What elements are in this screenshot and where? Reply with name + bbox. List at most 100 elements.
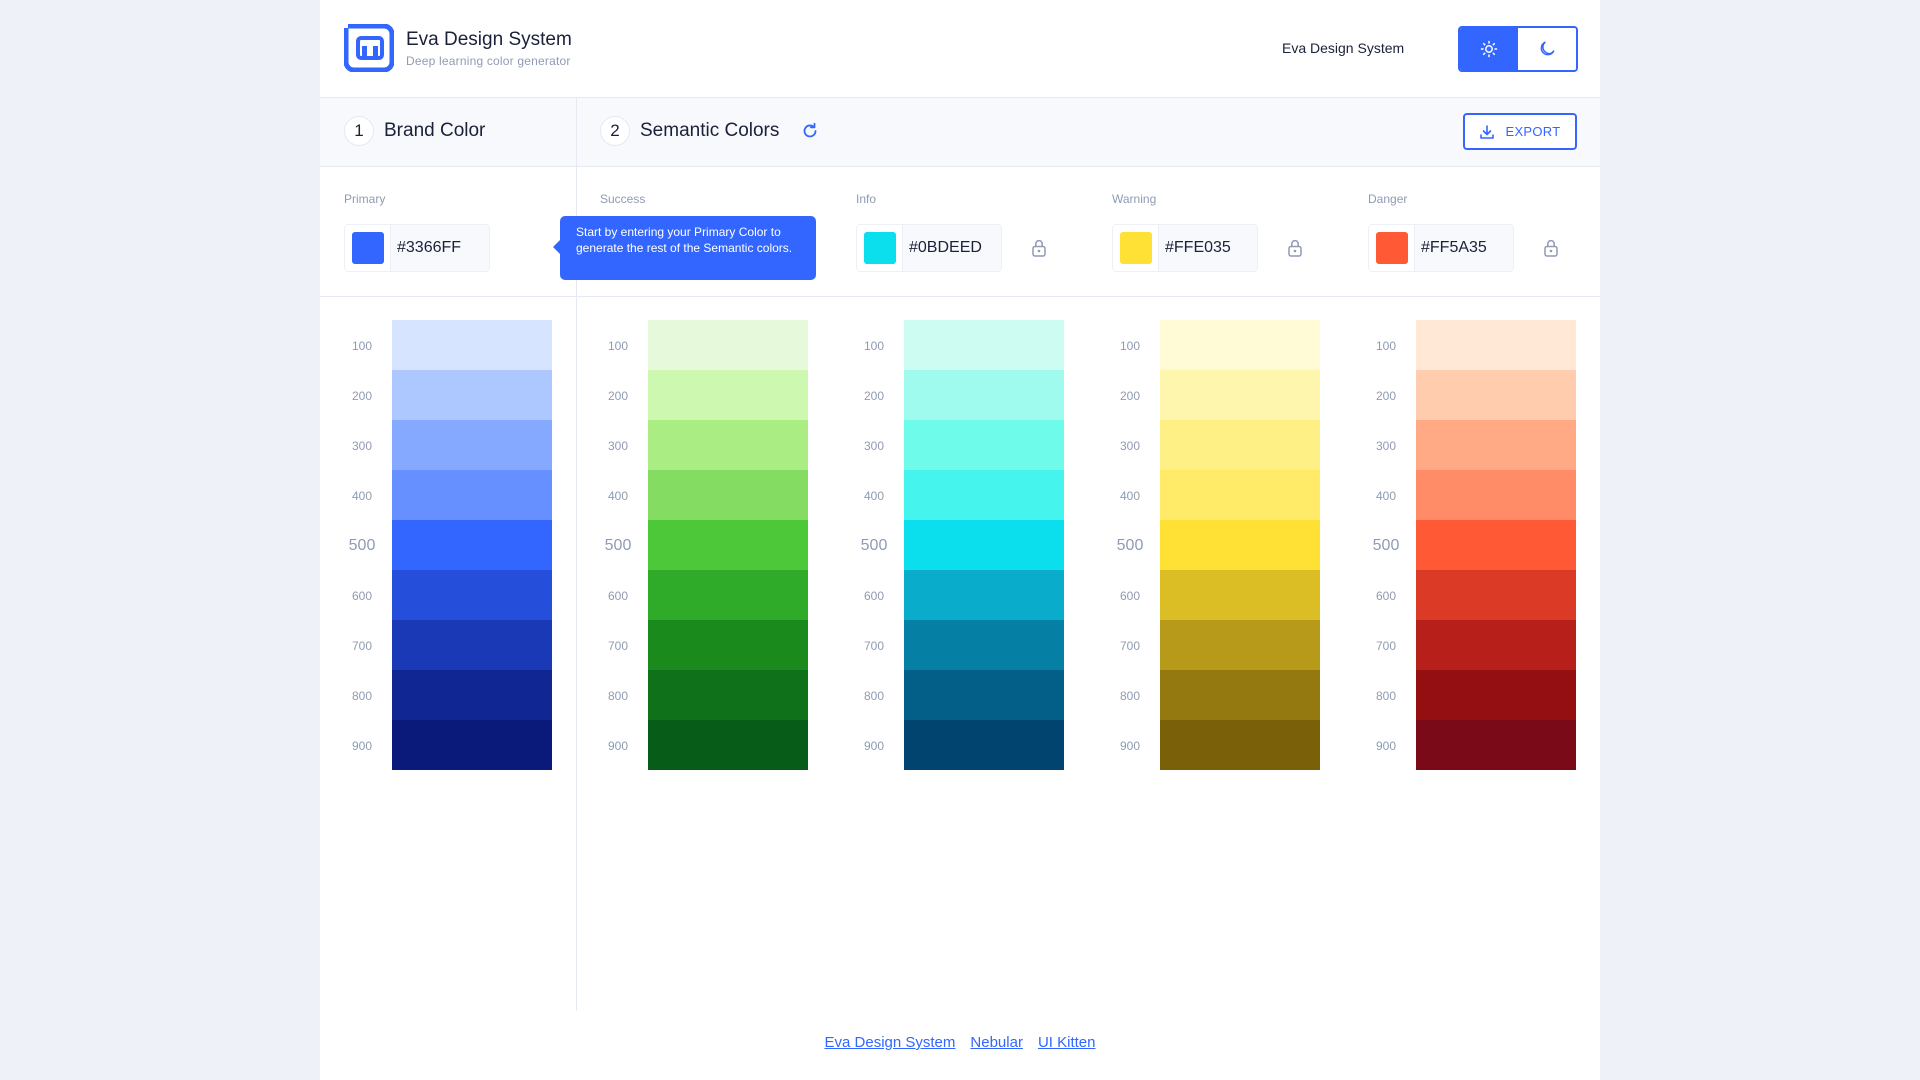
info-lock-icon[interactable] xyxy=(1030,238,1048,258)
shade-label: 800 xyxy=(1375,689,1397,703)
brand-subtitle: Deep learning color generator xyxy=(406,54,571,68)
brand-title: Eva Design System xyxy=(406,29,572,50)
primary-shade-600[interactable] xyxy=(392,570,552,620)
light-theme-button[interactable] xyxy=(1460,28,1518,70)
brand-color-step: 1 Brand Color xyxy=(344,116,485,146)
input-divider xyxy=(320,296,1600,297)
success-shade-400[interactable] xyxy=(648,470,808,520)
success-shade-900[interactable] xyxy=(648,720,808,770)
danger-color-swatch[interactable] xyxy=(1375,232,1408,264)
primary-shade-100[interactable] xyxy=(392,320,552,370)
warning-shade-900[interactable] xyxy=(1160,720,1320,770)
primary-shade-900[interactable] xyxy=(392,720,552,770)
success-shade-300[interactable] xyxy=(648,420,808,470)
shade-label: 100 xyxy=(607,339,629,353)
shade-label: 400 xyxy=(863,489,885,503)
shade-label: 500 xyxy=(1116,537,1144,554)
danger-shade-900[interactable] xyxy=(1416,720,1576,770)
section-title-brand: Brand Color xyxy=(384,120,486,141)
shade-label: 900 xyxy=(351,739,373,753)
info-shade-400[interactable] xyxy=(904,470,1064,520)
primary-shade-200[interactable] xyxy=(392,370,552,420)
info-shade-500[interactable] xyxy=(904,520,1064,570)
info-hex-value[interactable]: #0BDEED xyxy=(909,239,982,256)
warning-color-swatch[interactable] xyxy=(1119,232,1152,264)
footer-link-ui-kitten[interactable]: UI Kitten xyxy=(1037,1034,1096,1051)
primary-shade-300[interactable] xyxy=(392,420,552,470)
primary-hex-value[interactable]: #3366FF xyxy=(397,239,462,256)
danger-lock-icon[interactable] xyxy=(1542,238,1560,258)
info-color-input[interactable]: #0BDEED xyxy=(856,224,1002,272)
danger-shade-700[interactable] xyxy=(1416,620,1576,670)
danger-hex-value[interactable]: #FF5A35 xyxy=(1421,239,1487,256)
shade-label: 700 xyxy=(1375,639,1397,653)
footer-link-eva[interactable]: Eva Design System xyxy=(824,1034,956,1051)
info-shade-900[interactable] xyxy=(904,720,1064,770)
warning-shade-300[interactable] xyxy=(1160,420,1320,470)
warning-shade-500[interactable] xyxy=(1160,520,1320,570)
success-shade-100[interactable] xyxy=(648,320,808,370)
primary-color-swatch[interactable] xyxy=(351,232,384,264)
info-shade-800[interactable] xyxy=(904,670,1064,720)
app-card: Eva Design System Deep learning color ge… xyxy=(320,0,1600,1080)
header-nav-link[interactable]: Eva Design System xyxy=(1282,40,1405,56)
shade-label: 400 xyxy=(607,489,629,503)
moon-icon xyxy=(1540,41,1555,56)
shade-label: 900 xyxy=(1375,739,1397,753)
info-shade-100[interactable] xyxy=(904,320,1064,370)
shade-label: 300 xyxy=(351,439,373,453)
success-shade-200[interactable] xyxy=(648,370,808,420)
warning-shade-800[interactable] xyxy=(1160,670,1320,720)
info-shade-600[interactable] xyxy=(904,570,1064,620)
info-shade-700[interactable] xyxy=(904,620,1064,670)
warning-shade-100[interactable] xyxy=(1160,320,1320,370)
shade-label: 400 xyxy=(351,489,373,503)
shade-label: 500 xyxy=(604,537,632,554)
success-shade-800[interactable] xyxy=(648,670,808,720)
step-number: 1 xyxy=(344,116,374,146)
export-button[interactable]: EXPORT xyxy=(1463,113,1577,150)
shade-label: 400 xyxy=(1375,489,1397,503)
primary-shade-700[interactable] xyxy=(392,620,552,670)
danger-shade-600[interactable] xyxy=(1416,570,1576,620)
success-shade-500[interactable] xyxy=(648,520,808,570)
swatch-cell xyxy=(345,225,391,271)
section-title-semantic: Semantic Colors xyxy=(640,120,780,141)
info-shade-300[interactable] xyxy=(904,420,1064,470)
primary-shade-400[interactable] xyxy=(392,470,552,520)
info-color-swatch[interactable] xyxy=(863,232,896,264)
warning-shade-200[interactable] xyxy=(1160,370,1320,420)
primary-shade-500[interactable] xyxy=(392,520,552,570)
danger-shade-400[interactable] xyxy=(1416,470,1576,520)
danger-shade-200[interactable] xyxy=(1416,370,1576,420)
shade-label: 700 xyxy=(863,639,885,653)
primary-shade-800[interactable] xyxy=(392,670,552,720)
warning-shade-400[interactable] xyxy=(1160,470,1320,520)
warning-shade-700[interactable] xyxy=(1160,620,1320,670)
warning-color-input[interactable]: #FFE035 xyxy=(1112,224,1258,272)
header: Eva Design System Deep learning color ge… xyxy=(320,0,1600,98)
danger-color-input[interactable]: #FF5A35 xyxy=(1368,224,1514,272)
warning-shade-600[interactable] xyxy=(1160,570,1320,620)
info-shade-200[interactable] xyxy=(904,370,1064,420)
dark-theme-button[interactable] xyxy=(1518,28,1576,70)
success-shade-600[interactable] xyxy=(648,570,808,620)
color-label-danger: Danger xyxy=(1368,192,1408,206)
shade-label: 600 xyxy=(1375,589,1397,603)
danger-shade-500[interactable] xyxy=(1416,520,1576,570)
danger-shade-100[interactable] xyxy=(1416,320,1576,370)
danger-shade-800[interactable] xyxy=(1416,670,1576,720)
footer-link-nebular[interactable]: Nebular xyxy=(970,1034,1023,1051)
primary-color-input[interactable]: #3366FF xyxy=(344,224,490,272)
danger-shade-300[interactable] xyxy=(1416,420,1576,470)
export-label: EXPORT xyxy=(1505,124,1561,139)
swatch-cell xyxy=(857,225,903,271)
refresh-icon[interactable] xyxy=(801,122,819,140)
shade-label: 200 xyxy=(1375,389,1397,403)
warning-hex-value[interactable]: #FFE035 xyxy=(1165,239,1231,256)
success-shade-700[interactable] xyxy=(648,620,808,670)
shade-label: 600 xyxy=(1119,589,1141,603)
shade-label: 200 xyxy=(607,389,629,403)
shade-label: 500 xyxy=(1372,537,1400,554)
warning-lock-icon[interactable] xyxy=(1286,238,1304,258)
